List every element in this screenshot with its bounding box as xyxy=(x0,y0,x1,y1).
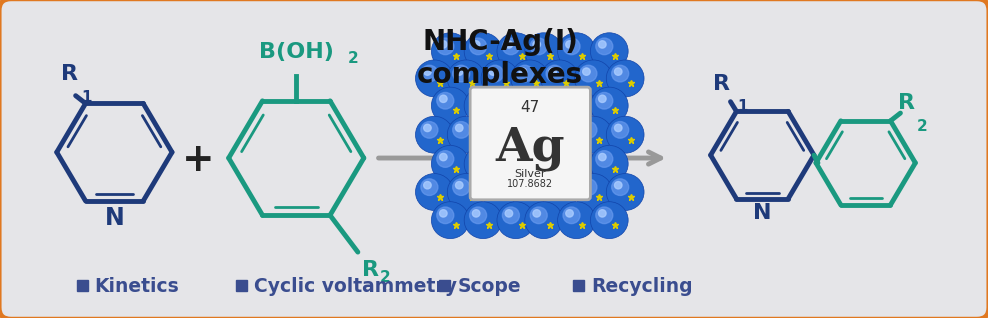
Circle shape xyxy=(596,151,613,167)
Circle shape xyxy=(472,210,480,217)
Circle shape xyxy=(469,93,487,109)
Circle shape xyxy=(469,38,487,55)
Circle shape xyxy=(502,151,520,167)
Circle shape xyxy=(519,68,527,75)
Text: Kinetics: Kinetics xyxy=(95,277,179,296)
Circle shape xyxy=(563,93,580,109)
Circle shape xyxy=(599,95,606,102)
Circle shape xyxy=(464,87,502,124)
Circle shape xyxy=(531,93,547,109)
Circle shape xyxy=(505,95,513,102)
Circle shape xyxy=(472,95,480,102)
Circle shape xyxy=(519,124,527,132)
Circle shape xyxy=(563,151,580,167)
Circle shape xyxy=(486,65,504,82)
Circle shape xyxy=(497,202,535,238)
Circle shape xyxy=(557,87,596,124)
Circle shape xyxy=(566,153,573,161)
Text: R: R xyxy=(362,260,378,280)
Bar xyxy=(235,280,247,291)
Circle shape xyxy=(416,60,453,97)
Circle shape xyxy=(440,41,448,48)
Circle shape xyxy=(615,68,622,75)
Text: B(OH): B(OH) xyxy=(259,42,334,62)
Circle shape xyxy=(517,179,534,196)
Circle shape xyxy=(525,87,562,124)
Circle shape xyxy=(489,182,497,189)
Circle shape xyxy=(599,210,606,217)
Circle shape xyxy=(574,60,613,97)
Circle shape xyxy=(511,174,548,211)
Bar xyxy=(440,280,451,291)
Circle shape xyxy=(546,65,563,82)
Circle shape xyxy=(591,33,628,70)
Circle shape xyxy=(497,145,535,182)
Circle shape xyxy=(563,38,580,55)
Circle shape xyxy=(455,124,463,132)
Circle shape xyxy=(591,87,628,124)
Text: Scope: Scope xyxy=(457,277,521,296)
Circle shape xyxy=(583,182,590,189)
Circle shape xyxy=(612,65,628,82)
Circle shape xyxy=(531,38,547,55)
Text: 2: 2 xyxy=(916,119,927,134)
Circle shape xyxy=(437,38,453,55)
Circle shape xyxy=(421,179,438,196)
Circle shape xyxy=(615,124,622,132)
Circle shape xyxy=(580,121,597,138)
Circle shape xyxy=(448,174,485,211)
Circle shape xyxy=(557,202,596,238)
Circle shape xyxy=(549,124,556,132)
Circle shape xyxy=(549,68,556,75)
Circle shape xyxy=(583,68,590,75)
Circle shape xyxy=(511,60,548,97)
FancyBboxPatch shape xyxy=(470,87,591,200)
Text: N: N xyxy=(105,206,124,231)
Circle shape xyxy=(557,145,596,182)
Text: R: R xyxy=(60,64,78,84)
Circle shape xyxy=(533,210,540,217)
Circle shape xyxy=(615,182,622,189)
Circle shape xyxy=(437,151,453,167)
Text: 1: 1 xyxy=(737,99,748,114)
Circle shape xyxy=(596,93,613,109)
Circle shape xyxy=(464,33,502,70)
Circle shape xyxy=(583,124,590,132)
Circle shape xyxy=(432,202,469,238)
Circle shape xyxy=(533,153,540,161)
Circle shape xyxy=(464,202,502,238)
Circle shape xyxy=(472,41,480,48)
Circle shape xyxy=(421,65,438,82)
Circle shape xyxy=(440,95,448,102)
Circle shape xyxy=(448,116,485,153)
Text: 1: 1 xyxy=(82,90,92,105)
Circle shape xyxy=(607,60,644,97)
Circle shape xyxy=(574,116,613,153)
Text: complexes: complexes xyxy=(417,61,583,89)
Circle shape xyxy=(596,38,613,55)
Circle shape xyxy=(424,68,431,75)
Text: R: R xyxy=(898,93,916,113)
Circle shape xyxy=(453,121,469,138)
Circle shape xyxy=(469,151,487,167)
Text: R: R xyxy=(712,74,729,94)
Circle shape xyxy=(455,182,463,189)
Circle shape xyxy=(497,33,535,70)
Text: 107.8682: 107.8682 xyxy=(507,179,553,189)
Circle shape xyxy=(486,179,504,196)
Circle shape xyxy=(432,33,469,70)
Circle shape xyxy=(448,60,485,97)
Circle shape xyxy=(424,124,431,132)
Circle shape xyxy=(472,153,480,161)
Circle shape xyxy=(557,33,596,70)
Circle shape xyxy=(525,33,562,70)
Circle shape xyxy=(591,202,628,238)
Text: N: N xyxy=(753,204,772,224)
Circle shape xyxy=(549,182,556,189)
Circle shape xyxy=(497,87,535,124)
Circle shape xyxy=(580,65,597,82)
Circle shape xyxy=(546,179,563,196)
Circle shape xyxy=(533,95,540,102)
Circle shape xyxy=(517,121,534,138)
